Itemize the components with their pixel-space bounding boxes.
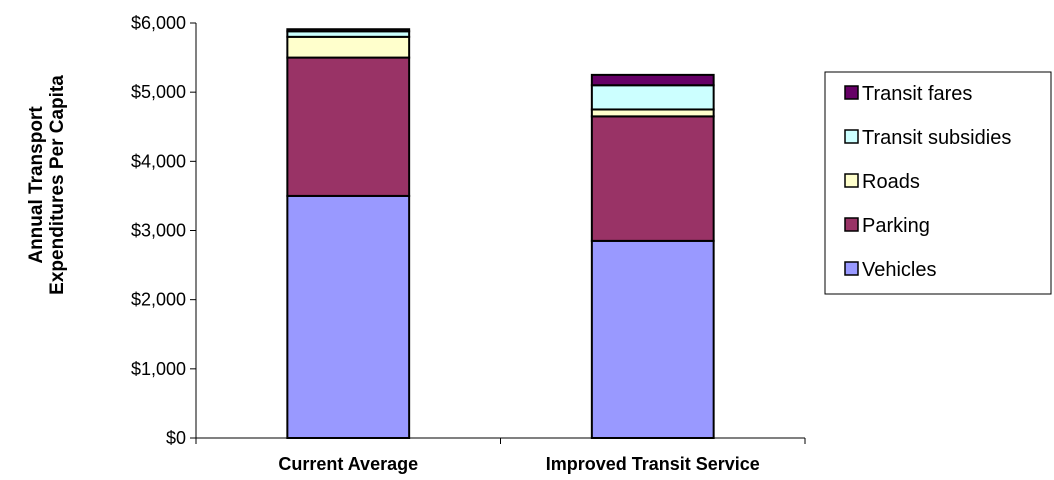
- bar-segment-transit-fares: [286, 28, 411, 33]
- y-axis-label-line-1: Annual Transport: [26, 106, 47, 264]
- y-tick-label: $4,000: [131, 151, 186, 171]
- legend-label: Parking: [862, 215, 930, 237]
- legend-swatch: [844, 85, 859, 100]
- y-tick-label: $5,000: [131, 82, 186, 102]
- y-tick-label: $1,000: [131, 359, 186, 379]
- legend-swatch: [844, 261, 859, 276]
- x-axis: Current Average Improved Transit Service: [195, 437, 806, 474]
- bars: [286, 28, 715, 439]
- legend-label: Transit subsidies: [862, 127, 1011, 149]
- y-tick-label: $0: [166, 428, 186, 448]
- x-category-label: Improved Transit Service: [546, 454, 760, 474]
- legend-swatch: [844, 173, 859, 188]
- y-axis-label: Annual Transport Expenditures Per Capita: [26, 75, 68, 295]
- x-category-label: Current Average: [278, 454, 418, 474]
- legend-label: Transit fares: [862, 83, 972, 105]
- bar-segment-roads: [286, 35, 411, 59]
- bar-segment-vehicles: [590, 239, 715, 439]
- y-axis-label-line-2: Expenditures Per Capita: [47, 75, 68, 295]
- y-axis: $0 $1,000 $2,000 $3,000 $4,000 $5,000 $6,000: [131, 13, 197, 448]
- y-tick-label: $3,000: [131, 221, 186, 241]
- legend-box: [824, 71, 1052, 295]
- legend-swatch: [844, 129, 859, 144]
- bar-segment-vehicles: [286, 194, 411, 439]
- legend-label: Vehicles: [862, 259, 937, 281]
- legend-label: Roads: [862, 171, 920, 193]
- y-tick-label: $2,000: [131, 290, 186, 310]
- bar-segment-parking: [590, 115, 715, 242]
- bar-segment-roads: [590, 108, 715, 118]
- bar-segment-parking: [286, 56, 411, 197]
- bar-segment-transit-fares: [590, 73, 715, 87]
- legend: Transit fares Transit subsidies Roads Parki…: [824, 71, 1052, 295]
- legend-swatch: [844, 217, 859, 232]
- bar-segment-transit-subsidies: [590, 84, 715, 111]
- y-tick-label: $6,000: [131, 13, 186, 33]
